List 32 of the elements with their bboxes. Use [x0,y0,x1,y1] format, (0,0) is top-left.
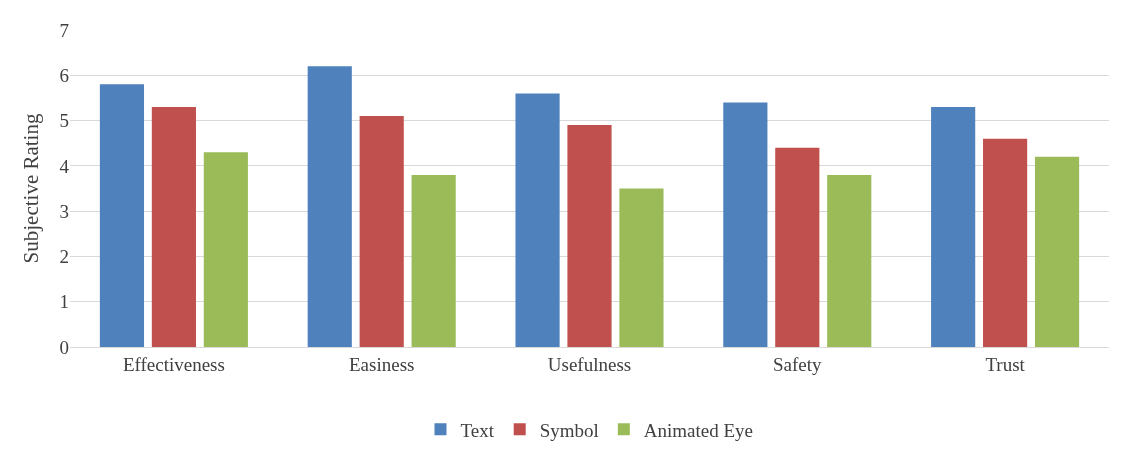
bar [411,174,456,347]
bar [1034,156,1080,347]
bar [567,125,612,347]
bar [931,106,976,347]
bar [307,66,352,347]
bar [203,152,248,347]
legend-label: Text [460,419,495,441]
bar [983,138,1028,347]
bar [723,102,768,347]
y-tick-label: 6 [59,64,69,86]
legend-label: Symbol [539,419,599,441]
x-tick-label: Trust [985,353,1026,375]
x-tick-label: Safety [773,353,823,375]
y-tick-label: 1 [59,291,69,313]
y-axis-title: Subjective Rating [18,113,43,264]
bar [619,188,664,347]
x-tick-label: Effectiveness [122,353,225,375]
y-tick-label: 5 [59,110,69,132]
legend-label: Animated Eye [643,419,754,441]
bar [515,93,560,347]
y-tick-label: 7 [59,19,69,41]
y-tick-label: 4 [59,155,70,177]
x-tick-label: Usefulness [547,353,632,375]
y-tick-label: 2 [59,246,69,268]
y-tick-label: 0 [59,336,69,358]
bar [151,106,196,347]
y-tick-label: 3 [59,200,69,222]
bar [359,116,404,347]
bar [99,84,145,347]
bar [827,174,872,347]
bar [775,147,820,347]
x-tick-label: Easiness [348,353,415,375]
